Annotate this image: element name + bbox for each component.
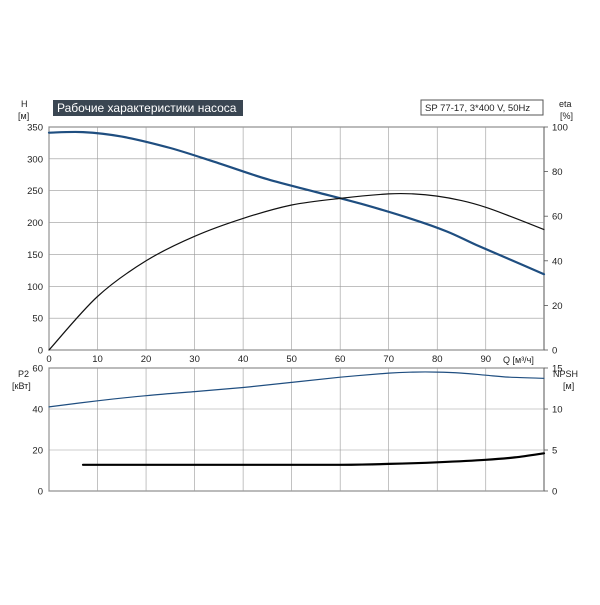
top-right-tick-label: 100 <box>552 123 568 134</box>
h-curve <box>47 130 546 276</box>
bottom-right-tick-label: 10 <box>552 405 563 416</box>
p2-curve <box>48 371 545 408</box>
top-left-tick-label: 100 <box>27 282 43 293</box>
top-right-tick-label: 20 <box>552 301 563 312</box>
npsh-axis-unit: [м] <box>563 381 574 391</box>
top-left-tick-label: 150 <box>27 250 43 261</box>
x-tick-label: 60 <box>335 354 346 365</box>
p2-axis-unit: [кВт] <box>12 381 31 391</box>
x-tick-label: 10 <box>92 354 103 365</box>
x-tick-label: 20 <box>141 354 152 365</box>
bottom-tick-labels: 0 20 40 60 0 5 10 15 <box>32 364 562 498</box>
bottom-left-tick-label: 60 <box>32 364 43 375</box>
top-left-tick-label: 0 <box>38 346 43 357</box>
eta-curve <box>48 192 545 351</box>
top-tick-labels: 0 10 20 30 40 50 60 70 80 90050100150200250300350… <box>27 123 568 366</box>
top-left-tick-label: 50 <box>32 314 43 325</box>
x-tick-label: 80 <box>432 354 443 365</box>
top-series <box>47 130 546 351</box>
x-tick-label: 50 <box>286 354 297 365</box>
x-tick-label: 0 <box>46 354 51 365</box>
npsh-curve <box>81 452 546 466</box>
npsh-axis-name: NPSH <box>553 369 578 379</box>
eta-axis-name: eta <box>559 99 572 109</box>
bottom-left-tick-label: 0 <box>38 487 43 498</box>
bottom-left-tick-label: 20 <box>32 446 43 457</box>
x-tick-label: 30 <box>189 354 200 365</box>
h-axis-unit: [м] <box>18 111 29 121</box>
eta-axis-unit: [%] <box>560 111 573 121</box>
title-background <box>53 100 243 116</box>
h-axis-name: H <box>21 99 28 109</box>
q-axis-label: Q [м³/ч] <box>503 355 534 365</box>
x-tick-label: 90 <box>480 354 491 365</box>
top-left-tick-label: 200 <box>27 218 43 229</box>
top-grid <box>48 126 548 351</box>
chart-title: Рабочие характеристики насоса <box>57 101 237 115</box>
bottom-right-tick-label: 15 <box>552 364 563 375</box>
top-right-tick-label: 40 <box>552 256 563 267</box>
bottom-right-tick-label: 5 <box>552 446 557 457</box>
bottom-left-tick-label: 40 <box>32 405 43 416</box>
bottom-plot-frame <box>48 367 545 492</box>
bottom-series <box>48 371 546 466</box>
p2-axis-name: P2 <box>18 369 29 379</box>
model-label: SP 77-17, 3*400 V, 50Hz <box>425 103 530 114</box>
top-left-tick-label: 350 <box>27 123 43 134</box>
top-left-tick-label: 250 <box>27 186 43 197</box>
top-plot-frame <box>48 126 545 351</box>
x-tick-label: 40 <box>238 354 249 365</box>
top-left-tick-label: 300 <box>27 154 43 165</box>
top-right-tick-label: 80 <box>552 167 563 178</box>
top-right-tick-label: 60 <box>552 212 563 223</box>
model-info-box <box>420 99 544 116</box>
bottom-grid <box>48 367 548 492</box>
bottom-right-tick-label: 0 <box>552 487 557 498</box>
x-tick-label: 70 <box>383 354 394 365</box>
top-right-tick-label: 0 <box>552 346 557 357</box>
